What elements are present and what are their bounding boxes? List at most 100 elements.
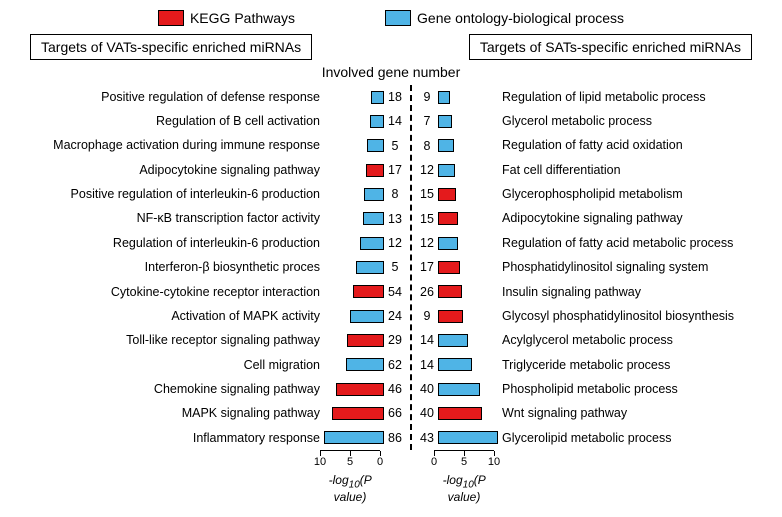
row-label: Triglyceride metabolic process xyxy=(502,353,752,377)
row-label: Chemokine signaling pathway xyxy=(30,377,320,401)
row-label: Activation of MAPK activity xyxy=(30,304,320,328)
x-axis-row: 0510 0510 xyxy=(30,450,752,471)
gene-number: 46 xyxy=(384,377,406,401)
row-label: Glycosyl phosphatidylinositol biosynthes… xyxy=(502,304,752,328)
row-label: Insulin signaling pathway xyxy=(502,280,752,304)
bar xyxy=(438,431,498,444)
row-label: Interferon-β biosynthetic proces xyxy=(30,255,320,279)
row-label: MAPK signaling pathway xyxy=(30,401,320,425)
gene-number: 66 xyxy=(384,401,406,425)
row-label: Regulation of interleukin-6 production xyxy=(30,231,320,255)
gene-number: 26 xyxy=(416,280,438,304)
center-divider xyxy=(410,85,412,450)
row-label: Inflammatory response xyxy=(30,426,320,450)
gene-number: 14 xyxy=(384,109,406,133)
row-label: Glycerol metabolic process xyxy=(502,109,752,133)
row-label: Acylglycerol metabolic process xyxy=(502,328,752,352)
gene-number: 13 xyxy=(384,207,406,231)
legend-item-kegg: KEGG Pathways xyxy=(158,10,295,26)
row-label: Toll-like receptor signaling pathway xyxy=(30,328,320,352)
gene-number: 8 xyxy=(416,134,438,158)
gene-number: 54 xyxy=(384,280,406,304)
bar xyxy=(366,164,384,177)
legend-item-go: Gene ontology-biological process xyxy=(385,10,624,26)
bar xyxy=(438,358,472,371)
bar xyxy=(438,310,463,323)
bar xyxy=(438,188,456,201)
bar xyxy=(371,91,384,104)
bar xyxy=(438,139,454,152)
gene-number: 40 xyxy=(416,401,438,425)
x-axis-title-row: -log10(P value) -log10(P value) xyxy=(30,473,752,504)
gene-number: 40 xyxy=(416,377,438,401)
bar xyxy=(438,115,452,128)
gene-number: 7 xyxy=(416,109,438,133)
chart-headers: Targets of VATs-specific enriched miRNAs… xyxy=(0,34,782,64)
row-label: Wnt signaling pathway xyxy=(502,401,752,425)
bar xyxy=(350,310,384,323)
gene-number: 15 xyxy=(416,182,438,206)
labels-right: Regulation of lipid metabolic processGly… xyxy=(498,85,752,450)
bar xyxy=(438,334,468,347)
gene-number: 12 xyxy=(416,231,438,255)
axis-tick-label: 10 xyxy=(314,456,326,468)
bar xyxy=(353,285,384,298)
bar xyxy=(346,358,384,371)
legend-swatch-go xyxy=(385,10,411,26)
bar xyxy=(438,164,455,177)
bar xyxy=(364,188,384,201)
header-right: Targets of SATs-specific enriched miRNAs xyxy=(469,34,752,60)
gene-number: 43 xyxy=(416,426,438,450)
bar xyxy=(438,407,482,420)
row-label: Cell migration xyxy=(30,353,320,377)
bars-left xyxy=(324,85,384,450)
gene-number: 24 xyxy=(384,304,406,328)
bar xyxy=(438,285,462,298)
gene-number: 12 xyxy=(416,158,438,182)
row-label: Adipocytokine signaling pathway xyxy=(30,158,320,182)
chart-area: Positive regulation of defense responseR… xyxy=(30,85,752,450)
axis-tick-label: 10 xyxy=(488,456,500,468)
bar xyxy=(438,212,458,225)
x-axis-left: 0510 xyxy=(320,450,380,471)
legend-swatch-kegg xyxy=(158,10,184,26)
gene-number: 17 xyxy=(384,158,406,182)
legend-label-kegg: KEGG Pathways xyxy=(190,10,295,26)
header-left: Targets of VATs-specific enriched miRNAs xyxy=(30,34,312,60)
bar xyxy=(438,91,450,104)
gene-number: 29 xyxy=(384,328,406,352)
axis-tick-label: 0 xyxy=(431,456,437,468)
gene-number: 8 xyxy=(384,182,406,206)
gene-number: 12 xyxy=(384,231,406,255)
row-label: Phosphatidylinositol signaling system xyxy=(502,255,752,279)
bar xyxy=(438,383,480,396)
bar xyxy=(332,407,384,420)
bar xyxy=(324,431,384,444)
gene-numbers-right: 97812151512172691414404043 xyxy=(416,85,438,450)
row-label: Cytokine-cytokine receptor interaction xyxy=(30,280,320,304)
bars-right xyxy=(438,85,498,450)
axis-tick-label: 5 xyxy=(347,456,353,468)
axis-tick-label: 0 xyxy=(377,456,383,468)
legend-label-go: Gene ontology-biological process xyxy=(417,10,624,26)
gene-number: 14 xyxy=(416,328,438,352)
bar xyxy=(370,115,384,128)
x-axis-title-right: -log10(P value) xyxy=(434,473,494,504)
row-label: Glycerophospholipid metabolism xyxy=(502,182,752,206)
gene-number: 9 xyxy=(416,304,438,328)
gene-number: 14 xyxy=(416,353,438,377)
gene-number: 15 xyxy=(416,207,438,231)
bar xyxy=(363,212,384,225)
row-label: Regulation of fatty acid metabolic proce… xyxy=(502,231,752,255)
gene-number: 9 xyxy=(416,85,438,109)
x-axis-right: 0510 xyxy=(434,450,494,471)
row-label: Positive regulation of interleukin-6 pro… xyxy=(30,182,320,206)
row-label: Glycerolipid metabolic process xyxy=(502,426,752,450)
gene-number: 18 xyxy=(384,85,406,109)
gene-number: 86 xyxy=(384,426,406,450)
gene-number-title: Involved gene number xyxy=(0,64,782,85)
row-label: Fat cell differentiation xyxy=(502,158,752,182)
gene-number: 17 xyxy=(416,255,438,279)
row-label: Macrophage activation during immune resp… xyxy=(30,134,320,158)
row-label: Phospholipid metabolic process xyxy=(502,377,752,401)
